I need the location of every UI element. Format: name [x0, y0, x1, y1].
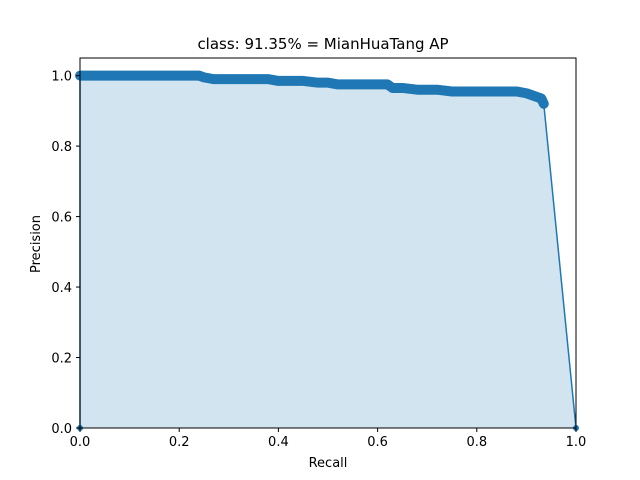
y-tick-label: 0.2 — [51, 352, 72, 367]
pr-area-fill — [80, 75, 576, 428]
x-tick-label: 0.0 — [70, 435, 91, 450]
chart-title: class: 91.35% = MianHuaTang AP — [197, 35, 448, 53]
pr-curve-line — [79, 74, 577, 429]
plot-frame — [79, 57, 577, 429]
x-tick-label: 1.0 — [566, 435, 587, 450]
y-tick-label: 0.0 — [51, 422, 72, 437]
x-tick-label: 0.2 — [169, 435, 190, 450]
plot-area: 0.0 0.2 0.4 0.6 0.8 1.0 0.0 0.2 0.4 0.6 0.8 1.0 — [51, 57, 587, 450]
x-tick-label: 0.4 — [268, 435, 289, 450]
x-tick-label: 0.8 — [466, 435, 487, 450]
y-tick-label: 0.6 — [51, 211, 72, 226]
y-axis-label: Precision — [29, 215, 44, 273]
y-tick-label: 0.4 — [51, 281, 72, 296]
x-tick-label: 0.6 — [367, 435, 388, 450]
y-tick-label: 1.0 — [51, 70, 72, 85]
y-tick-label: 0.8 — [51, 140, 72, 155]
x-axis-label: Recall — [309, 456, 348, 471]
